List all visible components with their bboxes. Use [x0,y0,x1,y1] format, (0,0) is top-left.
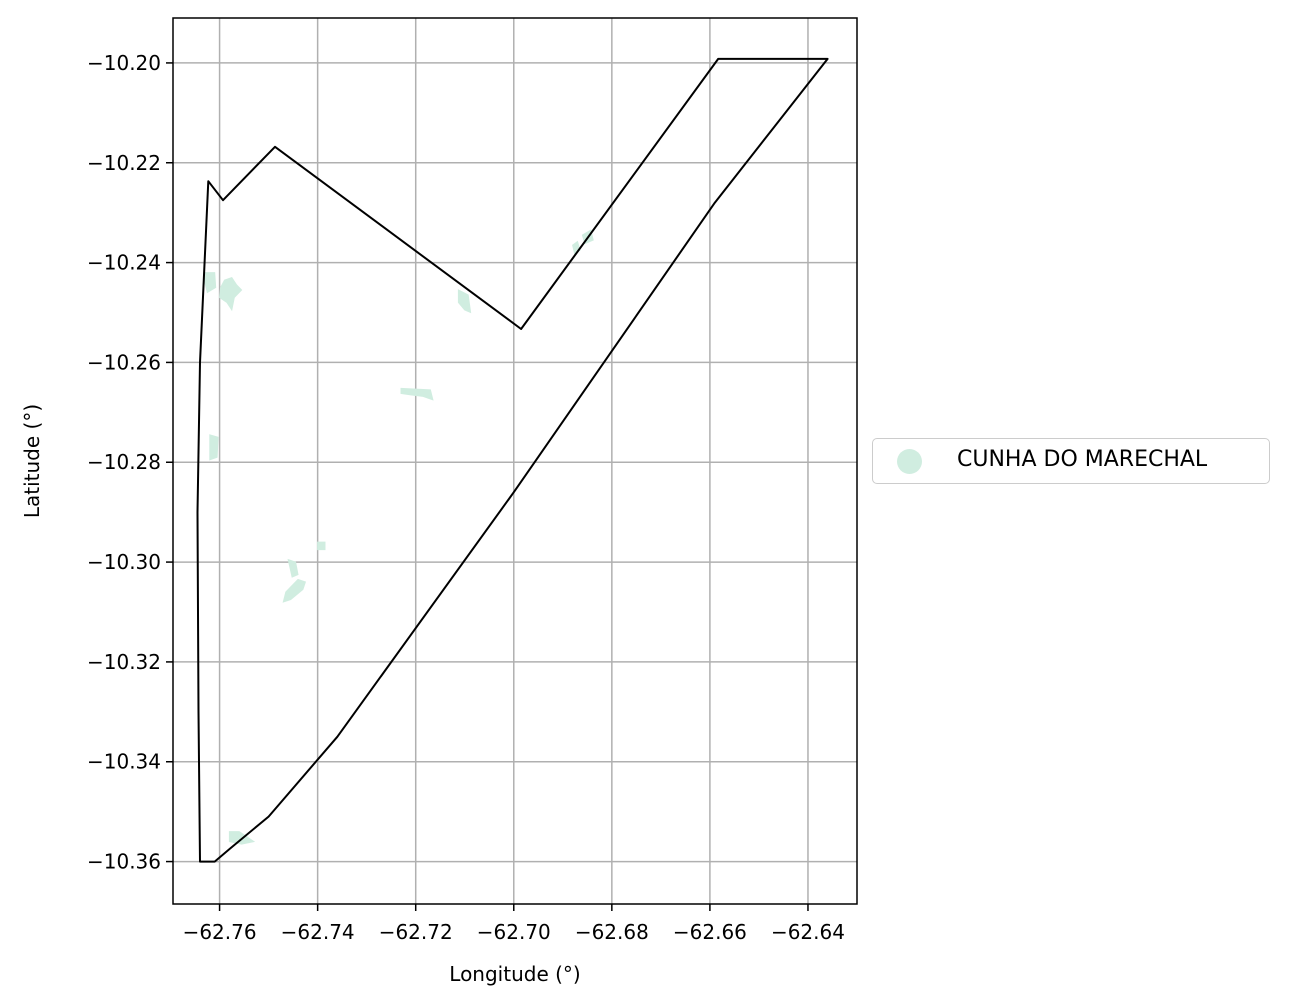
land-patches [204,229,594,845]
y-axis-title: Latitude (°) [20,404,44,518]
x-tick-label: −62.64 [771,920,845,944]
boundary-outline [196,57,829,863]
x-tick-label: −62.72 [379,920,453,944]
y-tick-label: −10.32 [87,650,161,674]
x-tick-label: −62.68 [575,920,649,944]
x-axis-title: Longitude (°) [449,962,580,986]
plot-frame [172,17,858,905]
y-tick-label: −10.28 [87,450,161,474]
y-tick-label: −10.20 [87,51,161,75]
land-patch [204,272,217,294]
y-tick-label: −10.30 [87,550,161,574]
x-tick-label: −62.76 [183,920,257,944]
legend-marker-icon [897,449,922,474]
land-patch [219,277,243,312]
x-tick-label: −62.70 [477,920,551,944]
y-axis-ticks: −10.20 −10.22 −10.24 −10.26 −10.28 −10.30 −10.… [87,51,173,874]
grid-lines [173,18,857,904]
y-tick-label: −10.36 [87,850,161,874]
x-axis-ticks: −62.76 −62.74 −62.72 −62.70 −62.68 −62.66 −62.… [183,904,845,944]
municipality-boundary [196,57,829,863]
y-tick-label: −10.26 [87,350,161,374]
legend: CUNHA DO MARECHAL [872,438,1270,484]
land-patch [400,387,434,401]
y-tick-label: −10.24 [87,251,161,275]
land-patch [457,289,472,314]
land-patch [282,578,307,603]
land-patch [209,434,219,461]
x-tick-label: −62.66 [673,920,747,944]
land-patch [287,558,299,578]
land-patch [317,541,326,551]
y-tick-label: −10.34 [87,750,161,774]
y-tick-label: −10.22 [87,151,161,175]
legend-label: CUNHA DO MARECHAL [957,447,1208,472]
x-tick-label: −62.74 [281,920,355,944]
